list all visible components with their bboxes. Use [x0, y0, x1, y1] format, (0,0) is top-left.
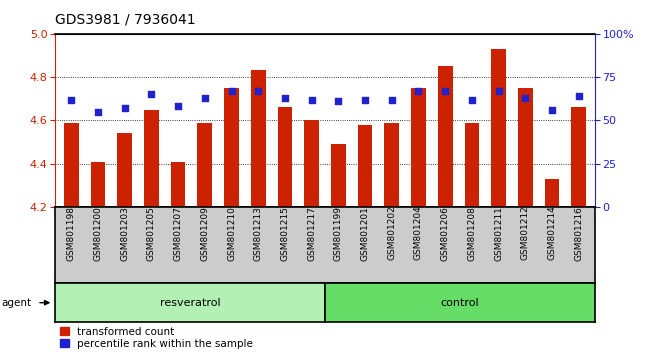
Bar [278, 107, 292, 207]
Point [200, 95, 210, 101]
Point [387, 97, 397, 102]
Bar [545, 179, 560, 207]
Point [493, 88, 504, 94]
Bar [198, 122, 212, 207]
Point [173, 104, 183, 109]
Bar [144, 109, 159, 207]
Bar [90, 161, 105, 207]
Point [146, 92, 157, 97]
Bar [171, 161, 185, 207]
Bar [384, 122, 399, 207]
Point [467, 97, 477, 102]
Point [360, 97, 370, 102]
Bar [438, 66, 452, 207]
Bar [491, 49, 506, 207]
Text: resveratrol: resveratrol [160, 298, 220, 308]
Point [306, 97, 317, 102]
Bar [331, 144, 346, 207]
Point [333, 98, 344, 104]
Bar [251, 70, 266, 207]
Bar [571, 107, 586, 207]
Legend: transformed count, percentile rank within the sample: transformed count, percentile rank withi… [60, 327, 253, 349]
Text: agent: agent [1, 298, 31, 308]
Bar [224, 88, 239, 207]
Bar [64, 122, 79, 207]
Text: control: control [441, 298, 479, 308]
Point [120, 105, 130, 111]
Point [280, 95, 290, 101]
Point [413, 88, 424, 94]
Bar [118, 133, 132, 207]
Point [573, 93, 584, 99]
Text: GDS3981 / 7936041: GDS3981 / 7936041 [55, 12, 196, 27]
Point [440, 88, 450, 94]
Bar [304, 120, 319, 207]
Bar [518, 88, 532, 207]
Point [93, 109, 103, 115]
Point [226, 88, 237, 94]
Point [66, 97, 77, 102]
Point [253, 88, 263, 94]
Bar [358, 125, 372, 207]
Point [520, 95, 530, 101]
Point [547, 107, 557, 113]
Bar [411, 88, 426, 207]
Bar [465, 122, 479, 207]
